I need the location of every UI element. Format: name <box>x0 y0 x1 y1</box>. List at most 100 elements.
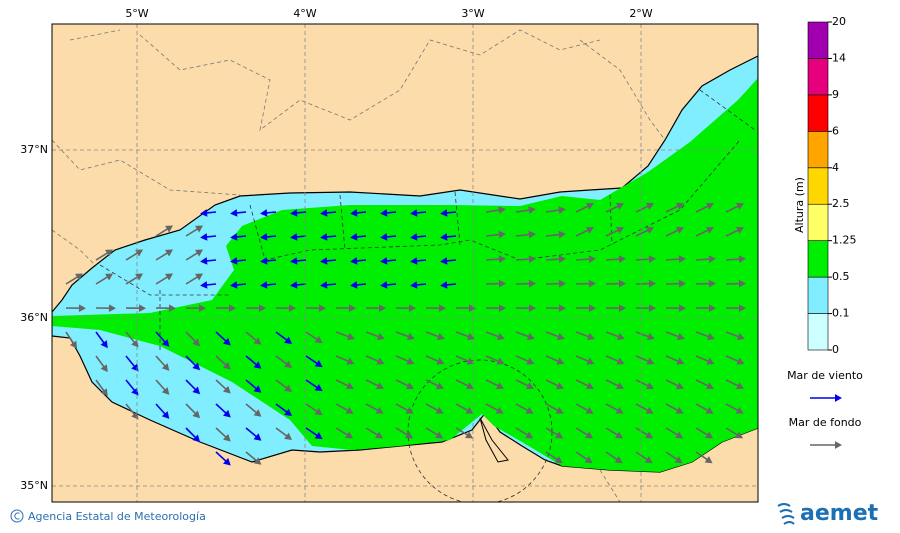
wave-arrow-head <box>736 357 745 365</box>
wave-arrow-head <box>350 281 358 289</box>
wave-arrow-head <box>738 255 746 263</box>
colorbar-segment <box>807 203 829 241</box>
wave-arrow-head <box>108 304 116 313</box>
wave-arrow-head <box>498 304 506 313</box>
legend-arrow-head <box>835 441 842 449</box>
wave-arrow-head <box>645 431 654 439</box>
wave-arrow-head <box>586 202 595 210</box>
colorbar-segment <box>807 276 829 314</box>
wave-arrow-head <box>676 202 685 210</box>
wave-arrow-head <box>253 385 262 393</box>
wave-arrow-head <box>588 279 596 288</box>
wave-arrow-head <box>350 233 358 241</box>
wave-arrow-head <box>165 249 174 257</box>
wave-arrow-head <box>376 332 385 341</box>
wave-arrow-head <box>350 257 358 265</box>
wave-arrow-head <box>496 382 505 390</box>
wave-arrow-head <box>616 382 625 390</box>
wave-arrow-head <box>465 406 474 414</box>
wave-arrow-head <box>466 382 475 390</box>
colorbar-label: 9 <box>832 88 839 101</box>
wave-arrow-head <box>284 408 293 416</box>
wave-arrow-head <box>675 431 684 439</box>
wave-arrow-head <box>616 226 625 234</box>
wave-arrow-head <box>223 385 231 394</box>
wave-arrow-head <box>200 257 208 265</box>
wave-arrow-head <box>195 273 204 281</box>
wave-arrow-head <box>646 332 655 341</box>
wave-arrow-head <box>648 304 656 313</box>
wave-arrow-head <box>678 279 686 288</box>
wave-arrow-head <box>406 357 415 365</box>
wave-arrow-head <box>676 332 685 341</box>
wave-arrow-head <box>405 406 414 414</box>
map-area <box>52 24 758 502</box>
wave-arrow-head <box>69 340 77 349</box>
wave-arrow-head <box>320 233 328 241</box>
wave-arrow-head <box>736 202 745 210</box>
wave-arrow-head <box>375 431 384 439</box>
wave-arrow-head <box>585 431 594 439</box>
lon-label: 4°W <box>293 7 316 20</box>
wave-arrow-head <box>708 304 716 313</box>
wave-arrow-head <box>618 279 626 288</box>
credit: Agencia Estatal de Meteorología <box>28 510 206 523</box>
wave-arrow-head <box>223 361 231 370</box>
wave-arrow-head <box>440 281 448 289</box>
wave-arrow-head <box>345 406 354 414</box>
wave-arrow-head <box>380 257 388 265</box>
lat-label: 36°N <box>20 311 48 324</box>
copyright-icon <box>14 512 20 520</box>
wave-arrow-head <box>253 433 262 441</box>
wave-arrow-head <box>705 431 714 439</box>
colorbar-segment <box>807 240 829 278</box>
wave-arrow-head <box>284 360 293 368</box>
wave-arrow-head <box>436 357 445 365</box>
colorbar-label: 1.25 <box>832 234 857 247</box>
wave-arrow-head <box>648 279 656 288</box>
wave-arrow-head <box>284 384 293 392</box>
wave-arrow-head <box>346 332 355 341</box>
wave-arrow-head <box>284 432 293 440</box>
wave-arrow-head <box>496 357 505 365</box>
colorbar-segment <box>807 94 829 132</box>
wave-arrow-head <box>260 233 268 241</box>
colorbar-segment <box>807 131 829 169</box>
wave-arrow-head <box>192 410 201 419</box>
lat-label: 35°N <box>20 479 48 492</box>
wave-arrow-head <box>405 431 414 439</box>
wave-arrow-head <box>230 257 238 265</box>
wave-arrow-head <box>644 456 653 464</box>
colorbar-segment <box>807 21 829 59</box>
wave-arrow-head <box>192 362 201 371</box>
wave-arrow-head <box>736 332 745 341</box>
wave-arrow-head <box>195 225 204 233</box>
colorbar-segment <box>807 313 829 351</box>
wave-arrow-head <box>440 209 448 217</box>
wave-arrow-head <box>138 304 146 313</box>
wave-arrow-head <box>350 209 358 217</box>
wave-arrow-head <box>314 384 323 392</box>
wave-arrow-head <box>646 202 655 210</box>
wave-arrow-head <box>706 332 715 341</box>
wave-arrow-head <box>586 332 595 341</box>
wave-arrow-head <box>556 332 565 341</box>
wave-arrow-head <box>75 273 84 281</box>
wave-arrow-head <box>735 431 744 439</box>
wave-arrow-head <box>676 382 685 390</box>
wave-arrow-head <box>290 281 298 289</box>
wave-arrow-head <box>161 387 170 395</box>
wave-arrow-head <box>588 304 596 313</box>
wave-arrow-head <box>435 431 444 439</box>
wave-arrow-head <box>465 431 474 439</box>
wave-arrow-head <box>438 304 446 313</box>
wave-arrow-head <box>525 406 534 414</box>
graticule <box>52 24 758 502</box>
wave-arrow-head <box>468 304 476 313</box>
wave-arrow-head <box>198 304 206 313</box>
wave-arrow-head <box>466 332 475 341</box>
wave-arrow-head <box>253 361 262 369</box>
copyright-icon <box>10 509 24 523</box>
wave-arrow-head <box>706 382 715 390</box>
wave-arrow-head <box>376 357 385 365</box>
